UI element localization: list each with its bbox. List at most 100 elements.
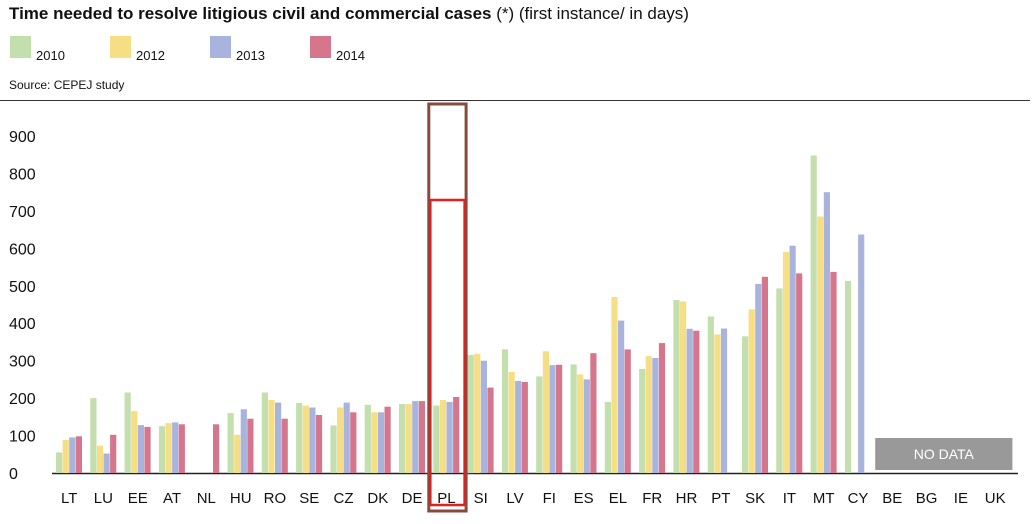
bar-FI-2013	[549, 365, 556, 473]
bar-CZ-2012	[337, 407, 344, 473]
bar-MT-2013	[823, 192, 830, 473]
source-note: Source: CEPEJ study	[9, 78, 125, 92]
bar-CZ-2010	[330, 425, 337, 473]
highlight-frame-outer	[427, 102, 468, 513]
bar-RO-2012	[268, 400, 275, 473]
bar-SK-2010	[742, 336, 749, 473]
bar-PL-2014	[453, 397, 460, 473]
bar-MT-2014	[830, 271, 837, 473]
bar-CY-2013	[858, 234, 865, 473]
chart-title-note: (*) (first instance/ in days)	[496, 4, 689, 23]
bar-SK-2014	[761, 276, 768, 473]
bar-PL-2012	[439, 400, 447, 473]
legend-item-2014: 2014	[310, 36, 410, 66]
legend-swatch-2010	[10, 36, 31, 58]
bar-LT-2010	[56, 452, 63, 473]
x-tick-label-FI: FI	[543, 490, 556, 507]
bar-CY-2010	[844, 280, 852, 473]
bar-HR-2012	[680, 301, 687, 473]
legend-label-2013: 2013	[236, 48, 265, 63]
bar-EL-2010	[604, 401, 611, 473]
bar-IT-2010	[776, 288, 783, 473]
bar-PT-2013	[720, 328, 728, 473]
bar-NL-2014	[213, 424, 220, 473]
highlight-frame-inner	[429, 198, 466, 507]
x-tick-label-AT: AT	[163, 490, 181, 507]
y-tick-label: 100	[9, 429, 36, 446]
bar-DK-2013	[377, 412, 385, 473]
bar-EE-2014	[144, 426, 151, 473]
x-tick-label-EE: EE	[128, 490, 148, 507]
x-tick-label-SK: SK	[745, 490, 765, 507]
bar-HR-2010	[673, 300, 680, 473]
bar-HU-2010	[227, 413, 234, 473]
bar-PT-2012	[714, 334, 721, 473]
bar-PT-2010	[707, 316, 714, 473]
bar-FI-2010	[536, 376, 543, 473]
bar-EE-2013	[137, 425, 144, 473]
x-tick-label-ES: ES	[574, 490, 594, 507]
bar-MT-2010	[810, 155, 817, 473]
bar-HR-2014	[693, 330, 700, 473]
bar-LU-2010	[90, 398, 97, 473]
x-tick-label-RO: RO	[264, 490, 287, 507]
x-tick-label-UK: UK	[985, 490, 1006, 507]
bar-AT-2010	[158, 426, 166, 473]
bar-EE-2010	[124, 392, 131, 473]
bar-EE-2012	[131, 411, 138, 473]
legend-label-2010: 2010	[36, 48, 65, 63]
bar-FR-2012	[645, 356, 652, 473]
x-tick-label-LV: LV	[506, 490, 523, 507]
bar-AT-2014	[178, 424, 185, 473]
bar-LU-2014	[110, 434, 117, 473]
bar-DK-2014	[384, 406, 391, 473]
bar-SE-2013	[309, 407, 316, 473]
x-tick-label-HU: HU	[230, 490, 252, 507]
legend-swatch-2014	[310, 36, 331, 58]
x-tick-label-BE: BE	[882, 490, 902, 507]
x-tick-label-CZ: CZ	[334, 490, 354, 507]
chart-title-main: Time needed to resolve litigious civil a…	[9, 4, 492, 23]
bar-ES-2013	[583, 379, 590, 473]
y-tick-label: 700	[9, 204, 36, 221]
bar-LV-2014	[521, 382, 528, 473]
bar-DE-2013	[412, 401, 419, 473]
no-data-box	[875, 438, 1013, 470]
bar-MT-2012	[817, 216, 824, 473]
bar-SI-2012	[474, 353, 481, 473]
y-tick-label: 0	[9, 466, 18, 483]
bar-FR-2010	[639, 368, 646, 473]
bar-ES-2014	[590, 353, 597, 473]
bar-SI-2010	[467, 355, 474, 474]
chart-title: Time needed to resolve litigious civil a…	[9, 4, 689, 24]
bar-AT-2012	[165, 423, 172, 473]
x-tick-label-IE: IE	[954, 490, 968, 507]
bar-DK-2012	[371, 412, 378, 473]
bar-FR-2013	[652, 358, 659, 473]
x-tick-label-FR: FR	[642, 490, 662, 507]
x-tick-label-EL: EL	[609, 490, 627, 507]
bar-PL-2013	[446, 401, 453, 473]
x-tick-label-NL: NL	[197, 490, 216, 507]
no-data-label: NO DATA	[914, 446, 975, 462]
bar-DE-2010	[399, 404, 406, 473]
bar-EL-2013	[618, 320, 625, 473]
bar-DK-2010	[364, 404, 371, 473]
x-tick-label-BG: BG	[916, 490, 938, 507]
y-tick-label: 900	[9, 129, 36, 146]
x-tick-label-MT: MT	[813, 490, 835, 507]
bar-LU-2012	[96, 445, 104, 473]
y-tick-label: 500	[9, 279, 36, 296]
y-tick-label: 800	[9, 166, 36, 183]
bar-FI-2014	[556, 364, 563, 473]
x-tick-label-DK: DK	[367, 490, 388, 507]
legend-swatch-2013	[210, 36, 231, 58]
bar-CZ-2013	[343, 402, 350, 473]
legend-swatch-2012	[110, 36, 131, 58]
legend-item-2012: 2012	[110, 36, 210, 66]
bar-EL-2014	[624, 349, 631, 473]
bar-HU-2014	[247, 418, 254, 473]
bar-ES-2012	[577, 374, 584, 473]
bar-HR-2013	[686, 328, 693, 473]
